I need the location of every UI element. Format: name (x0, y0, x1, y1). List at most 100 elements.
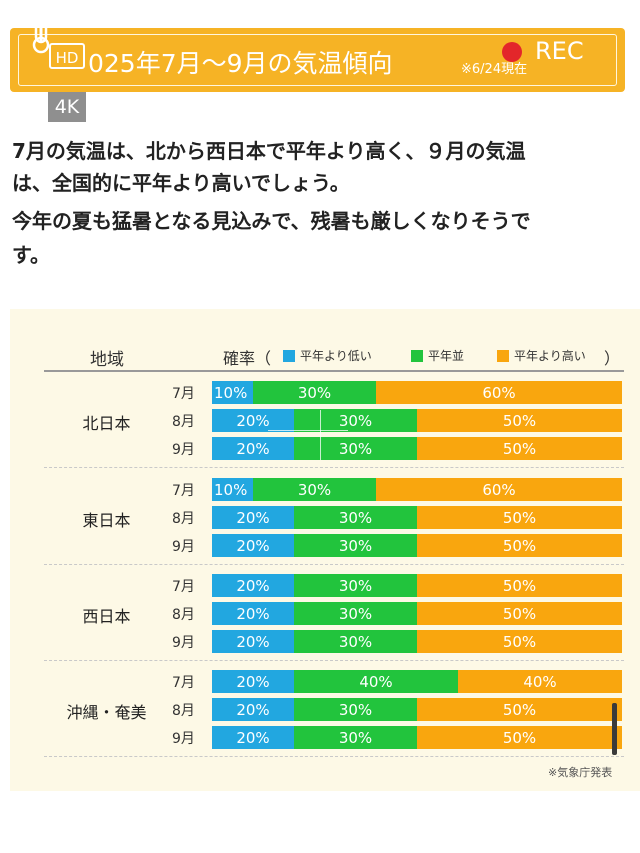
legend-swatch-above (497, 349, 509, 362)
data-label: 30% (297, 480, 332, 499)
header-probability: 確率（ (223, 349, 272, 368)
month-label: 9月 (172, 731, 195, 747)
month-label: 9月 (172, 442, 195, 458)
data-label: 30% (338, 604, 373, 623)
stacked-bar: 20% 30% 50% (212, 630, 622, 653)
group-separator (44, 756, 624, 757)
bar-segment-mid: 30% (294, 574, 417, 597)
bar-segment-high: 50% (417, 409, 622, 432)
data-label: 50% (502, 411, 537, 430)
data-label: 40% (359, 672, 393, 691)
bar-segment-mid: 40% (294, 670, 458, 693)
month-label: 7月 (172, 675, 195, 691)
bar-segment-high: 50% (417, 630, 622, 653)
bar-segment-low: 20% (212, 534, 294, 557)
bar-segment-mid: 30% (294, 698, 417, 721)
scrollbar[interactable] (612, 703, 617, 755)
stacked-bar: 10% 30% 60% (212, 478, 622, 501)
recording-timecode: 00:12:02:34 (178, 0, 315, 14)
data-label: 40% (523, 672, 557, 691)
stacked-bar: 20% 30% 50% (212, 409, 622, 432)
stacked-bar: 20% 30% 50% (212, 698, 622, 721)
bar-segment-mid: 30% (294, 437, 417, 460)
data-label: 50% (502, 632, 537, 651)
stacked-bar: 20% 30% 50% (212, 437, 622, 460)
rec-label: REC (535, 37, 584, 65)
bar-segment-high: 50% (417, 602, 622, 625)
overlay-line (320, 410, 321, 460)
stacked-bar: 20% 30% 50% (212, 726, 622, 749)
title-banner (10, 28, 625, 92)
bar-segment-high: 50% (417, 726, 622, 749)
bar-segment-high: 50% (417, 506, 622, 529)
bar-segment-low: 10% (212, 478, 253, 501)
bar-segment-high: 50% (417, 534, 622, 557)
bar-segment-low: 20% (212, 437, 294, 460)
bar-segment-high: 50% (417, 437, 622, 460)
bar-segment-high: 40% (458, 670, 622, 693)
group-separator (44, 660, 624, 661)
data-label: 50% (502, 576, 537, 595)
data-label: 20% (236, 632, 270, 651)
bar-segment-low: 20% (212, 670, 294, 693)
footnote: ※気象庁発表 (548, 766, 613, 779)
data-label: 30% (338, 576, 373, 595)
region-label: 西日本 (82, 607, 131, 626)
paragraph-line-2: は、全国的に平年より高いでしょう。 (12, 171, 350, 195)
legend-label-normal: 平年並 (428, 349, 465, 363)
bar-segment-low: 20% (212, 602, 294, 625)
region-label: 北日本 (82, 414, 131, 433)
paragraph-line-1: 7月の気温は、北から西日本で平年より高く、９月の気温 (12, 139, 526, 163)
data-label: 50% (502, 536, 537, 555)
month-label: 7月 (172, 579, 195, 595)
stacked-bar: 10% 30% 60% (212, 381, 622, 404)
data-label: 20% (236, 728, 270, 747)
legend-label-below: 平年より低い (300, 349, 372, 363)
data-label: 30% (338, 700, 373, 719)
legend-swatch-normal (411, 349, 423, 362)
group-separator (44, 564, 624, 565)
bar-segment-low: 20% (212, 630, 294, 653)
legend-swatch-below (283, 349, 295, 362)
thermometer-icon (32, 10, 50, 54)
banner-frame (18, 34, 617, 86)
month-label: 8月 (172, 511, 195, 527)
overlay-line (268, 430, 348, 431)
header-close-paren: ） (604, 349, 621, 368)
banner-note: ※6/24現在 (461, 62, 528, 77)
hd-badge: HD (49, 43, 85, 69)
month-label: 8月 (172, 703, 195, 719)
data-label: 30% (338, 439, 373, 458)
data-label: 20% (236, 700, 270, 719)
quality-badge: 4K (48, 92, 86, 122)
bar-segment-mid: 30% (294, 726, 417, 749)
bar-segment-low: 20% (212, 409, 294, 432)
bar-segment-mid: 30% (253, 478, 376, 501)
bar-segment-low: 10% (212, 381, 253, 404)
data-label: 30% (338, 411, 373, 430)
data-label: 50% (502, 700, 537, 719)
paragraph-line-4: す。 (12, 243, 50, 267)
data-label: 50% (502, 508, 537, 527)
bar-segment-high: 60% (376, 478, 622, 501)
bar-segment-mid: 30% (294, 630, 417, 653)
data-label: 20% (236, 672, 270, 691)
paragraph-line-3: 今年の夏も猛暑となる見込みで、残暑も厳しくなりそうで (12, 209, 531, 233)
data-label: 20% (236, 439, 270, 458)
stacked-bar: 20% 30% 50% (212, 574, 622, 597)
record-dot-icon (502, 42, 522, 62)
month-label: 9月 (172, 539, 195, 555)
data-label: 10% (214, 480, 248, 499)
data-label: 30% (338, 728, 373, 747)
month-label: 9月 (172, 635, 195, 651)
bar-segment-mid: 30% (294, 409, 417, 432)
bar-segment-low: 20% (212, 698, 294, 721)
month-label: 8月 (172, 607, 195, 623)
data-label: 50% (502, 439, 537, 458)
banner-title: 025年7月〜9月の気温傾向 (88, 49, 393, 78)
bar-segment-mid: 30% (253, 381, 376, 404)
data-label: 20% (236, 508, 270, 527)
data-label: 20% (236, 576, 270, 595)
header-rule (44, 370, 624, 372)
bar-segment-high: 50% (417, 698, 622, 721)
